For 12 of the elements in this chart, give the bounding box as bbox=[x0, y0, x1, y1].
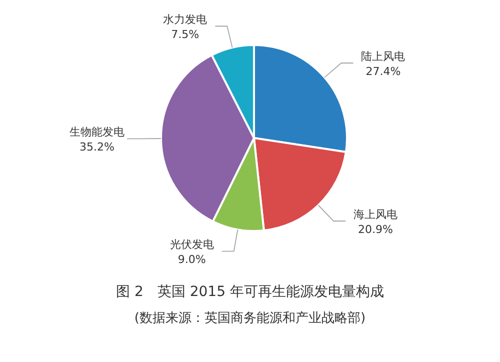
slice-label: 水力发电 bbox=[163, 13, 208, 26]
slice-label: 海上风电 bbox=[354, 208, 398, 222]
data-label: 27.4% bbox=[366, 65, 401, 78]
slice-label: 生物能发电 bbox=[70, 126, 124, 139]
text: (数据来源：英国商务能源和产业战略部) bbox=[134, 311, 366, 326]
text: 图 2 英国 2015 年可再生能源发电量构成 bbox=[116, 284, 384, 300]
slice-label: 光伏发电 bbox=[170, 238, 214, 252]
data-label: 35.2% bbox=[80, 140, 114, 154]
data-label: 7.5% bbox=[171, 28, 200, 42]
data-label: 20.9% bbox=[358, 223, 393, 236]
data-label: 9.0% bbox=[178, 253, 206, 266]
slice-label: 陆上风电 bbox=[361, 50, 406, 64]
